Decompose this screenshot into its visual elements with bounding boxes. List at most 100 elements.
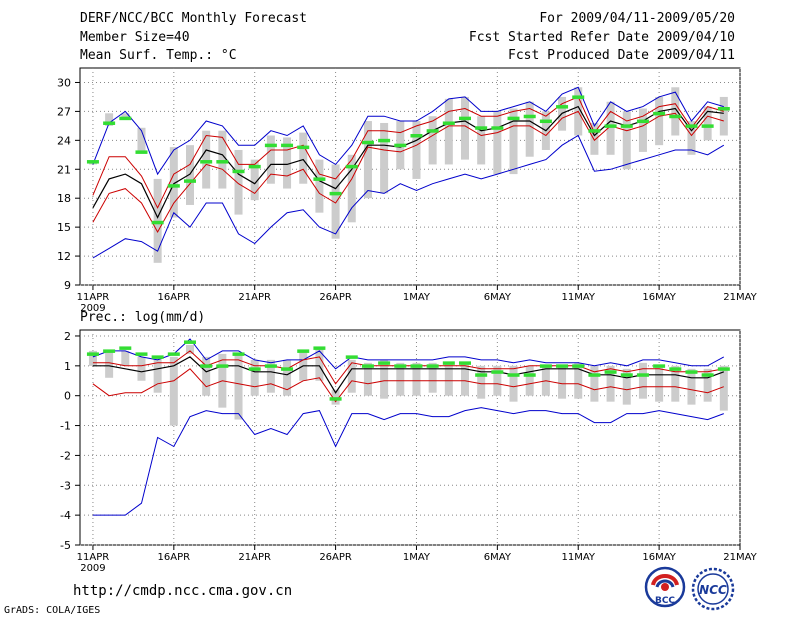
prec-xtick-label: 21MAY [723,552,757,563]
temp-observed-marker [135,150,148,154]
prec-xtick-label: 11APR [77,552,110,563]
prec-observed-marker [426,364,439,368]
prec-xtick-label: 11MAY [561,552,595,563]
temp-spread-box [234,149,243,215]
temp-observed-marker [669,114,682,119]
prec-observed-marker [475,373,488,377]
prec-ytick-label: 2 [64,330,71,343]
prec-year-label: 2009 [80,563,105,574]
member-size-label: Member Size=40 [80,30,190,45]
temp-observed-marker [378,138,391,143]
temp-spread-box [331,164,340,239]
prec-spread-box [412,362,421,396]
prec-observed-marker [556,364,569,368]
grads-credit: GrADS: COLA/IGES [4,605,101,616]
temp-spread-box [315,159,324,213]
prec-observed-marker [281,367,294,371]
temp-spread-box [444,98,453,165]
temp-observed-marker [507,116,520,121]
temp-spread-box [250,159,259,201]
prec-ytick-label: -4 [60,509,71,522]
temp-observed-marker [523,114,536,119]
prec-observed-marker [135,352,148,356]
temp-observed-marker [717,107,730,111]
prec-observed-marker [329,397,342,401]
prec-spread-box [121,350,130,366]
produced-date-label: Fcst Produced Date 2009/04/11 [508,48,735,63]
figure-title: DERF/NCC/BCC Monthly Forecast [80,11,307,26]
temp-spread-box [137,127,146,152]
bcc-logo-text: BCC [655,596,675,606]
temp-spread-box [105,113,114,126]
temp-ytick-label: 30 [57,76,71,89]
temp-observed-marker [232,169,245,174]
temp-spread-box [461,96,469,160]
prec-upper-line [92,350,724,385]
temp-spread-box [638,108,647,152]
prec-max-line [92,338,725,370]
prec-xtick-label: 16MAY [642,552,676,563]
temp-observed-marker [475,126,488,130]
temp-year-label: 2009 [80,303,105,314]
source-url[interactable]: http://cmdp.ncc.cma.gov.cn [73,583,293,599]
prec-xtick-label: 26APR [319,552,352,563]
temp-spread-box [655,96,664,146]
temp-ytick-label: 9 [64,279,71,292]
temp-xtick-label: 26APR [319,292,352,303]
temp-spread-box [590,122,599,155]
prec-spread-box [671,365,680,402]
prec-observed-marker [653,364,666,368]
temp-spread-box [380,122,389,194]
temp-xtick-label: 21MAY [723,292,757,303]
prec-spread-box [622,368,631,405]
temp-xtick-label: 21APR [238,292,271,303]
prec-spread-box [169,356,178,426]
temp-xtick-label: 11APR [77,292,110,303]
prec-ytick-label: -2 [60,449,71,462]
prec-observed-marker [685,370,698,374]
temp-observed-marker [459,116,471,121]
prec-observed-marker [572,364,585,368]
bcc-logo: BCC [644,566,686,608]
temp-xtick-label: 16APR [158,292,191,303]
temp-observed-marker [426,129,439,133]
temp-spread-box [218,130,227,189]
prec-spread-box [153,356,162,393]
temp-spread-box [428,116,437,165]
temp-ytick-label: 27 [57,105,71,118]
prec-min-line [92,407,724,516]
temp-ytick-label: 15 [57,221,71,234]
prec-observed-marker [345,355,358,359]
prec-spread-box [380,359,389,399]
temp-observed-marker [329,191,342,196]
prec-observed-marker [491,370,504,374]
ncc-logo-text: NCC [699,583,727,597]
temp-spread-box [671,87,680,136]
prec-spread-box [558,365,567,399]
prec-xtick-label: 16APR [158,552,191,563]
temp-xtick-label: 11MAY [561,292,595,303]
temp-max-line [92,86,724,176]
prec-spread-box [202,356,211,396]
precipitation-variable-label: Prec.: log(mm/d) [80,310,206,325]
temp-observed-marker [313,177,326,181]
temp-observed-marker [264,143,277,148]
prec-spread-box [638,362,647,399]
prec-spread-box [250,359,259,396]
prec-xtick-label: 21APR [238,552,271,563]
prec-ytick-label: 1 [64,360,71,373]
prec-observed-marker [167,352,180,356]
prec-observed-marker [86,352,99,356]
temp-observed-marker [556,105,569,109]
temp-panel: 11APR 16APR 21APR 26APR 1MAY 6MAY 11MAY 16MAY 21… [57,67,758,314]
temp-spread-box [299,132,308,184]
temp-observed-marker [184,179,196,183]
prec-mean-line [92,356,725,394]
prec-spread-box [347,359,356,393]
temp-spread-box [266,135,275,184]
temperature-variable-label: Mean Surf. Temp.: °C [80,48,237,63]
prec-observed-marker [636,373,649,377]
temp-plot-frame [79,67,741,286]
prec-ytick-label: 0 [64,390,71,403]
temp-spread-box [477,116,486,165]
